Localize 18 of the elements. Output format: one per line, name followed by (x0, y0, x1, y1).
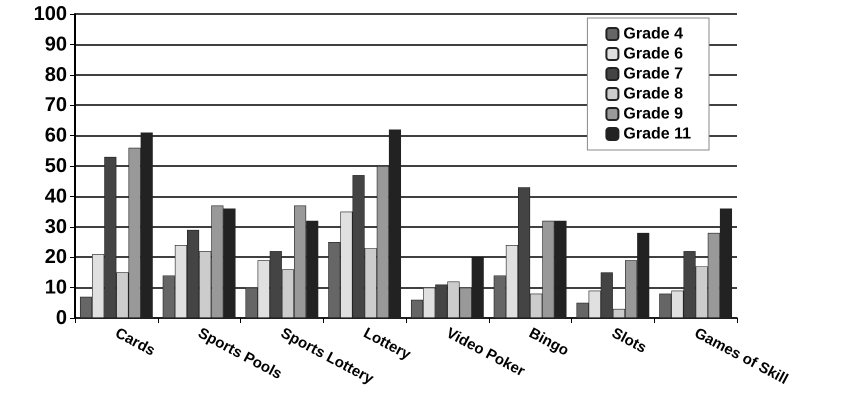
legend-label: Grade 4 (623, 26, 684, 42)
legend-label: Grade 7 (623, 66, 684, 82)
legend-label: Grade 9 (623, 106, 684, 122)
x-tick-label: Slots (608, 324, 650, 357)
y-tick-label: 40 (44, 185, 67, 208)
y-tick-label: 60 (44, 124, 67, 147)
y-tick-label: 80 (44, 64, 67, 86)
y-tick-label: 90 (44, 33, 67, 56)
y-tick-label: 100 (34, 3, 67, 25)
legend-label: Grade 6 (623, 46, 684, 62)
y-tick-label: 50 (44, 155, 67, 177)
legend-label: Grade 8 (623, 86, 684, 102)
y-tick-label: 30 (44, 216, 67, 238)
y-tick-label: 0 (56, 307, 67, 329)
y-tick-label: 70 (44, 94, 67, 116)
y-tick-label: 10 (44, 276, 67, 299)
legend-label: Grade 11 (623, 126, 692, 142)
y-tick-label: 20 (44, 246, 67, 268)
